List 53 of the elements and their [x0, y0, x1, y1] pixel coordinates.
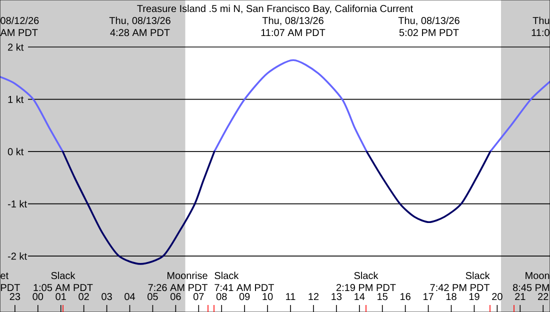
annotation: 7:41 AM PDT — [214, 284, 274, 291]
annotation: Thu, 08/13/26 — [398, 16, 460, 26]
x-tick-label: 07 — [193, 293, 204, 300]
x-tick-label: 13 — [332, 293, 342, 300]
x-tick-label: 03 — [102, 293, 112, 300]
annotation: Thu, 08/13/26 — [109, 16, 170, 26]
y-tick-label: 0 kt — [8, 148, 24, 156]
annotation: PDT — [1, 284, 20, 291]
annotation: Moon — [526, 272, 550, 280]
annotation: 11:0 — [532, 29, 550, 36]
x-tick-label: 06 — [170, 293, 181, 300]
annotation: 11:07 AM PDT — [261, 29, 326, 36]
x-tick-label: 19 — [469, 293, 480, 300]
y-tick-label: -1 kt — [8, 200, 27, 208]
x-tick-label: 12 — [308, 293, 319, 300]
x-tick-label: 21 — [515, 293, 526, 300]
annotation: 4:28 AM PDT — [110, 29, 170, 36]
y-tick-label: 1 kt — [8, 96, 24, 103]
annotation: 2:19 PM PDT — [336, 284, 396, 292]
annotation: 08/12/26 — [0, 16, 39, 24]
annotation: 8:45 PM — [513, 284, 549, 292]
x-tick-label: 22 — [538, 293, 548, 300]
x-tick-label: 18 — [446, 293, 456, 300]
annotation: 7:42 PM PDT — [430, 284, 490, 291]
annotation: Thu, 08/13/26 — [262, 16, 324, 26]
x-tick-label: 04 — [124, 293, 136, 300]
x-tick-label: 10 — [262, 293, 273, 300]
annotation: et — [0, 272, 8, 280]
annotation: Moonrise — [168, 272, 208, 280]
x-tick-label: 14 — [354, 293, 365, 300]
x-tick-label: 05 — [148, 293, 158, 300]
annotation: 5:02 PM PDT — [399, 29, 459, 36]
x-tick-label: 23 — [10, 293, 20, 300]
x-tick-label: 09 — [239, 293, 250, 300]
x-tick-label: 00 — [32, 293, 44, 300]
x-tick-label: 16 — [400, 293, 410, 300]
annotation: 7:26 AM PDT — [148, 284, 208, 292]
annotation: Slack — [214, 272, 239, 280]
x-tick-label: 20 — [492, 293, 502, 300]
x-tick-label: 15 — [378, 293, 388, 300]
annotation: Slack — [466, 272, 490, 280]
x-tick-label: 02 — [78, 293, 89, 300]
x-tick-label: 01 — [56, 293, 66, 300]
chart-title: Treasure Island .5 mi N, San Francisco Bay, California Current — [137, 4, 413, 14]
x-tick-label: 17 — [424, 293, 434, 300]
x-tick-label: 08 — [216, 293, 227, 300]
y-tick-label: -2 kt — [8, 252, 27, 260]
y-tick-label: 2 kt — [8, 43, 24, 51]
annotation: Slack — [354, 272, 378, 280]
annotation: Slack — [51, 272, 76, 280]
annotation: 1:05 AM PDT — [34, 284, 93, 292]
x-tick-label: 11 — [286, 293, 296, 300]
annotation: Thu — [532, 16, 550, 24]
